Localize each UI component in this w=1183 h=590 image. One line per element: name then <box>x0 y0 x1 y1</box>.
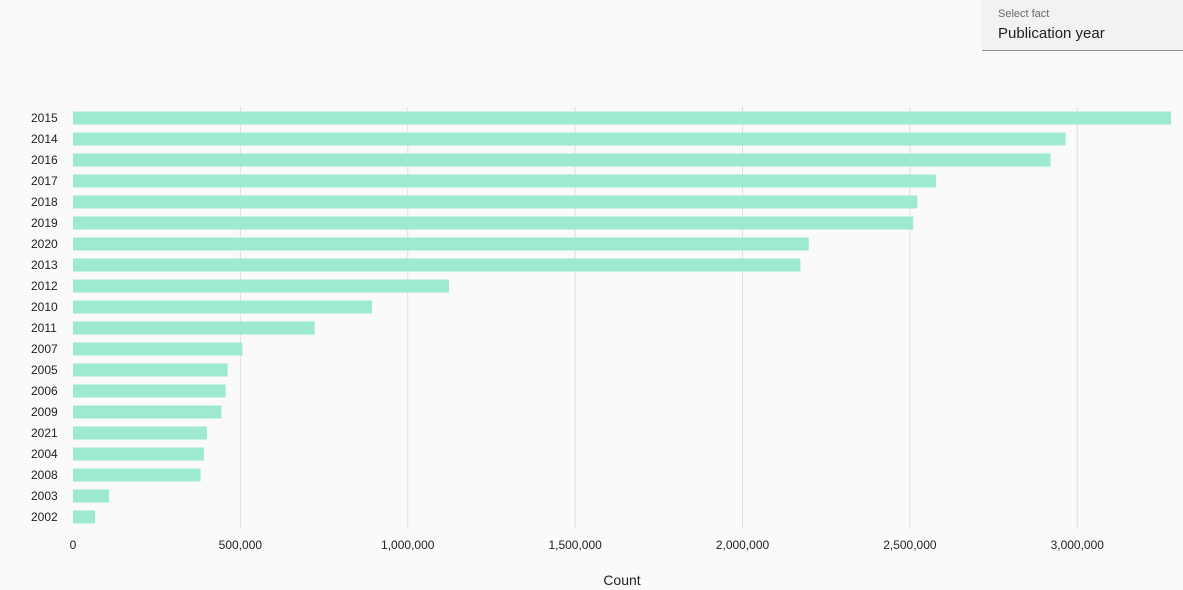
bar-2012[interactable] <box>73 279 449 293</box>
bar-2015[interactable] <box>73 111 1171 125</box>
bar-2020[interactable] <box>73 237 809 251</box>
x-tick-label: 1,500,000 <box>548 538 602 552</box>
bars <box>73 111 1171 524</box>
category-label: 2015 <box>31 111 58 125</box>
category-label: 2005 <box>31 363 58 377</box>
category-label: 2011 <box>31 321 57 335</box>
x-tick-label: 500,000 <box>219 538 263 552</box>
bar-2003[interactable] <box>73 489 110 503</box>
bar-2004[interactable] <box>73 447 204 461</box>
gridlines <box>239 107 1078 528</box>
x-tick-label: 0 <box>70 538 77 552</box>
category-label: 2012 <box>31 279 58 293</box>
category-label: 2019 <box>31 216 58 230</box>
bar-2011[interactable] <box>73 321 315 335</box>
fact-select-label: Select fact <box>998 8 1050 20</box>
x-tick-label: 1,000,000 <box>381 538 435 552</box>
category-label: 2004 <box>31 447 58 461</box>
category-label: 2006 <box>31 384 58 398</box>
bar-2008[interactable] <box>73 468 201 482</box>
x-tick-label: 2,500,000 <box>883 538 937 552</box>
bar-2017[interactable] <box>73 174 937 188</box>
category-label: 2008 <box>31 468 58 482</box>
x-axis-title: Count <box>603 572 640 588</box>
category-label: 2016 <box>31 153 58 167</box>
category-label: 2003 <box>31 489 58 503</box>
category-label: 2010 <box>31 300 58 314</box>
bar-2016[interactable] <box>73 153 1051 167</box>
category-label: 2009 <box>31 405 58 419</box>
category-label: 2020 <box>31 237 58 251</box>
bar-2014[interactable] <box>73 132 1066 146</box>
bar-2007[interactable] <box>73 342 243 356</box>
category-label: 2002 <box>31 510 58 524</box>
category-label: 2018 <box>31 195 58 209</box>
x-tick-labels: 0 500,000 1,000,000 1,500,000 2,000,000 2,500… <box>70 538 1105 552</box>
x-tick-label: 2,000,000 <box>716 538 770 552</box>
bar-2005[interactable] <box>73 363 228 377</box>
bar-2018[interactable] <box>73 195 918 209</box>
bar-2013[interactable] <box>73 258 801 272</box>
fact-select-value: Publication year <box>998 25 1105 42</box>
fact-select-dropdown[interactable]: Select fact Publication year <box>982 0 1183 51</box>
category-labels: 2015 2014 2016 2017 2018 2019 2020 2013 2012 2010… <box>31 111 58 524</box>
category-label: 2014 <box>31 132 58 146</box>
bar-2002[interactable] <box>73 510 96 524</box>
bar-2021[interactable] <box>73 426 207 440</box>
bar-2010[interactable] <box>73 300 372 314</box>
x-tick-label: 3,000,000 <box>1051 538 1105 552</box>
category-label: 2013 <box>31 258 58 272</box>
category-label: 2021 <box>31 426 58 440</box>
category-label: 2007 <box>31 342 58 356</box>
bar-2006[interactable] <box>73 384 226 398</box>
bar-2009[interactable] <box>73 405 222 419</box>
bar-2019[interactable] <box>73 216 914 230</box>
category-label: 2017 <box>31 174 58 188</box>
